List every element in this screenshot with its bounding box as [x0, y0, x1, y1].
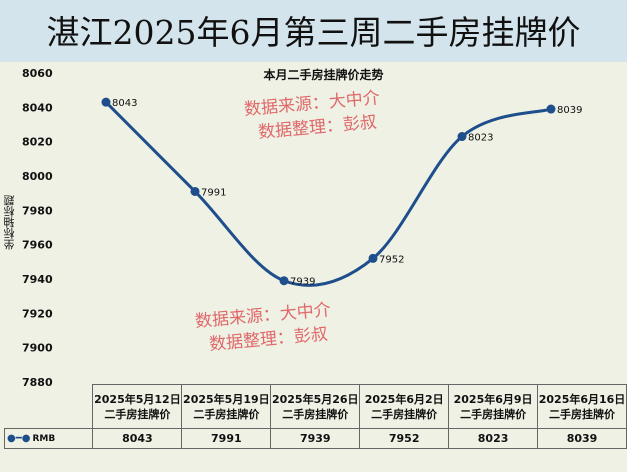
y-tick-label: 8040: [22, 101, 53, 114]
table-header: 2025年5月26日二手房挂牌价: [270, 384, 361, 429]
data-label: 7952: [379, 254, 404, 265]
data-point: [101, 97, 111, 107]
data-label: 8039: [557, 105, 582, 116]
legend-line-marker-icon: ●━●: [7, 432, 31, 444]
data-point: [279, 276, 289, 286]
chart-title: 本月二手房挂牌价走势: [263, 68, 384, 82]
table-header: 2025年5月19日二手房挂牌价: [181, 384, 272, 429]
table-cell: 8043: [92, 428, 183, 449]
y-tick-label: 7960: [22, 239, 53, 252]
page-title: 湛江2025年6月第三周二手房挂牌价: [46, 13, 581, 52]
data-point: [368, 253, 378, 263]
y-tick-label: 7900: [22, 342, 53, 355]
table-header: 2025年6月9日二手房挂牌价: [448, 384, 539, 429]
data-point: [457, 132, 467, 142]
y-tick-label: 8020: [22, 136, 53, 149]
table-cell: 7939: [270, 428, 361, 449]
y-tick-label: 7920: [22, 307, 53, 320]
table-cell: 7991: [181, 428, 272, 449]
y-tick-label: 7940: [22, 273, 53, 286]
legend-label: RMB: [32, 433, 56, 444]
data-point: [546, 104, 556, 114]
data-label: 8043: [112, 98, 137, 109]
y-tick-label: 7880: [22, 376, 53, 389]
table-header: 2025年6月2日二手房挂牌价: [359, 384, 450, 429]
table-cell: 8039: [537, 428, 627, 449]
table-header: 2025年5月12日二手房挂牌价: [92, 384, 183, 429]
table-corner: [5, 385, 93, 429]
table-cell: 7952: [359, 428, 450, 449]
data-table: 2025年5月12日二手房挂牌价 2025年5月19日二手房挂牌价 2025年5…: [3, 384, 627, 449]
data-label: 7939: [290, 277, 315, 288]
data-point: [190, 186, 200, 196]
data-label: 7991: [201, 187, 226, 198]
y-tick-label: 7980: [22, 204, 53, 217]
table-cell: 8023: [448, 428, 539, 449]
y-tick-label: 8060: [22, 67, 53, 80]
legend-key: ●━● RMB: [3, 428, 94, 449]
table-header: 2025年6月16日二手房挂牌价: [537, 384, 627, 429]
y-tick-label: 8000: [22, 170, 53, 183]
data-label: 8023: [468, 133, 493, 144]
title-band: [0, 0, 627, 62]
